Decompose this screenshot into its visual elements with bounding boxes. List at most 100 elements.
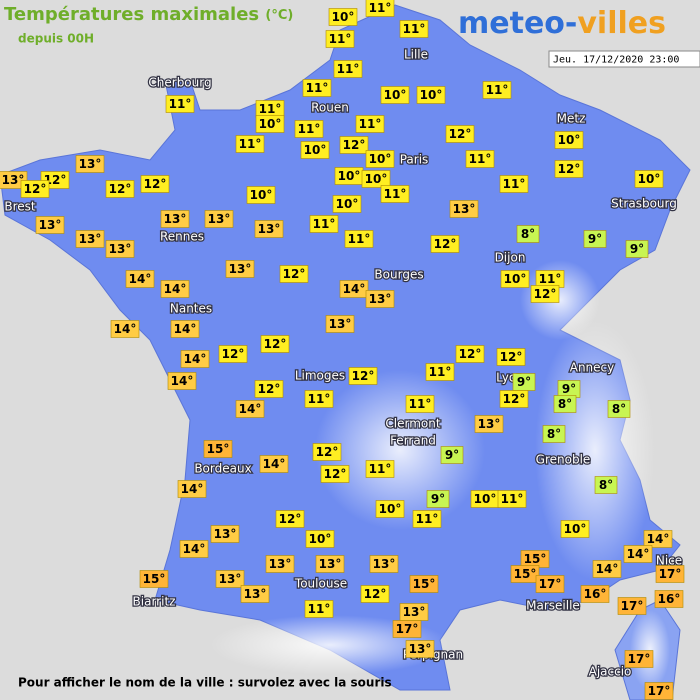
temperature-box	[339, 280, 369, 298]
temperature-box	[355, 115, 385, 133]
city-label: Limoges	[295, 369, 345, 383]
temperature-box	[315, 555, 345, 573]
temperature-label: 11°	[429, 365, 452, 379]
temperature-station: 13°	[325, 315, 355, 333]
temperature-box	[348, 367, 378, 385]
temperature-box	[445, 125, 475, 143]
temperature-label: 13°	[478, 417, 501, 431]
temperature-box	[167, 372, 197, 390]
temperature-box	[246, 186, 276, 204]
temperature-station: 9°	[557, 380, 581, 398]
city-label: Clermont	[385, 417, 440, 431]
temperature-label: 16°	[658, 592, 681, 606]
temperature-station: 12°	[105, 180, 135, 198]
temperature-station: 11°	[325, 30, 355, 48]
temperature-box	[416, 86, 446, 104]
temperature-label: 13°	[258, 222, 281, 236]
temperature-station: 12°	[348, 367, 378, 385]
temperature-box	[583, 230, 607, 248]
temperature-station: 13°	[369, 555, 399, 573]
temperature-box	[320, 465, 350, 483]
temperature-box	[497, 490, 527, 508]
temperature-box	[365, 460, 395, 478]
temperature-label: 12°	[283, 267, 306, 281]
city-label: Marseille	[526, 599, 580, 613]
temperature-box	[125, 270, 155, 288]
temperature-box	[265, 555, 295, 573]
temperature-label: 12°	[324, 467, 347, 481]
temperature-station: 12°	[20, 180, 50, 198]
temperature-box	[405, 395, 435, 413]
temperature-label: 11°	[169, 97, 192, 111]
temperature-label: 10°	[564, 522, 587, 536]
temperature-label: 15°	[207, 442, 230, 456]
city-label: Nantes	[170, 302, 212, 316]
temperature-label: 12°	[449, 127, 472, 141]
temperature-label: 11°	[503, 177, 526, 191]
temperature-label: 8°	[599, 478, 613, 492]
temperature-box	[204, 210, 234, 228]
temperature-box	[294, 120, 324, 138]
temperature-label: 15°	[524, 552, 547, 566]
temperature-label: 14°	[239, 402, 262, 416]
city-label: Metz	[557, 112, 586, 126]
temperature-station: 12°	[499, 390, 529, 408]
temperature-box	[20, 180, 50, 198]
city-label: Grenoble	[536, 453, 591, 467]
temperature-station: 12°	[360, 585, 390, 603]
temperature-station: 13°	[204, 210, 234, 228]
temperature-box	[160, 210, 190, 228]
temperature-box	[425, 363, 455, 381]
subtitle: depuis 00H	[18, 32, 94, 46]
temperature-box	[177, 480, 207, 498]
temperature-box	[412, 510, 442, 528]
temperature-station: 13°	[240, 585, 270, 603]
temperature-label: 12°	[459, 347, 482, 361]
temperature-box	[455, 345, 485, 363]
temperature-box	[496, 348, 526, 366]
temperature-station: 14°	[259, 455, 289, 473]
temperature-box	[654, 590, 684, 608]
temperature-station: 13°	[210, 525, 240, 543]
temperature-box	[594, 476, 618, 494]
temperature-station: 10°	[416, 86, 446, 104]
temperature-box	[365, 0, 395, 17]
temperature-station: 17°	[617, 597, 647, 615]
temperature-label: 14°	[171, 374, 194, 388]
temperature-station: 16°	[580, 585, 610, 603]
temperature-label: 13°	[409, 642, 432, 656]
temperature-layer: 11°10°11°11°11°11° 10° 10° 11°11° 11°10° 11° 1…	[0, 0, 685, 700]
temperature-box	[499, 175, 529, 193]
temperature-station: 11°	[309, 215, 339, 233]
timestamp: Jeu. 17/12/2020 23:00	[553, 55, 679, 66]
temperature-box	[179, 540, 209, 558]
temperature-station: 10°	[634, 170, 664, 188]
temperature-box	[369, 555, 399, 573]
temperature-label: 11°	[384, 187, 407, 201]
temperature-label: 10°	[259, 117, 282, 131]
temperature-station: 10°	[470, 490, 500, 508]
temperature-label: 10°	[250, 188, 273, 202]
temperature-station: 12°	[254, 380, 284, 398]
temperature-label: 14°	[596, 562, 619, 576]
temperature-label: 9°	[431, 492, 445, 506]
temperature-label: 8°	[547, 427, 561, 441]
temperature-label: 12°	[258, 382, 281, 396]
temperature-box	[35, 216, 65, 234]
temperature-station: 17°	[655, 565, 685, 583]
temperature-station: 13°	[75, 230, 105, 248]
temperature-label: 13°	[329, 317, 352, 331]
temperature-station: 17°	[624, 650, 654, 668]
temperature-box	[617, 597, 647, 615]
temperature-station: 10°	[500, 270, 530, 288]
temperature-box	[160, 280, 190, 298]
temperature-label: 15°	[514, 567, 537, 581]
temperature-label: 11°	[409, 397, 432, 411]
pyrenees	[210, 615, 450, 675]
temperature-label: 11°	[313, 217, 336, 231]
temperature-label: 11°	[416, 512, 439, 526]
temperature-label: 13°	[164, 212, 187, 226]
temperature-label: 14°	[181, 482, 204, 496]
city-label: Bourges	[374, 268, 423, 282]
temperature-station: 15°	[520, 550, 550, 568]
